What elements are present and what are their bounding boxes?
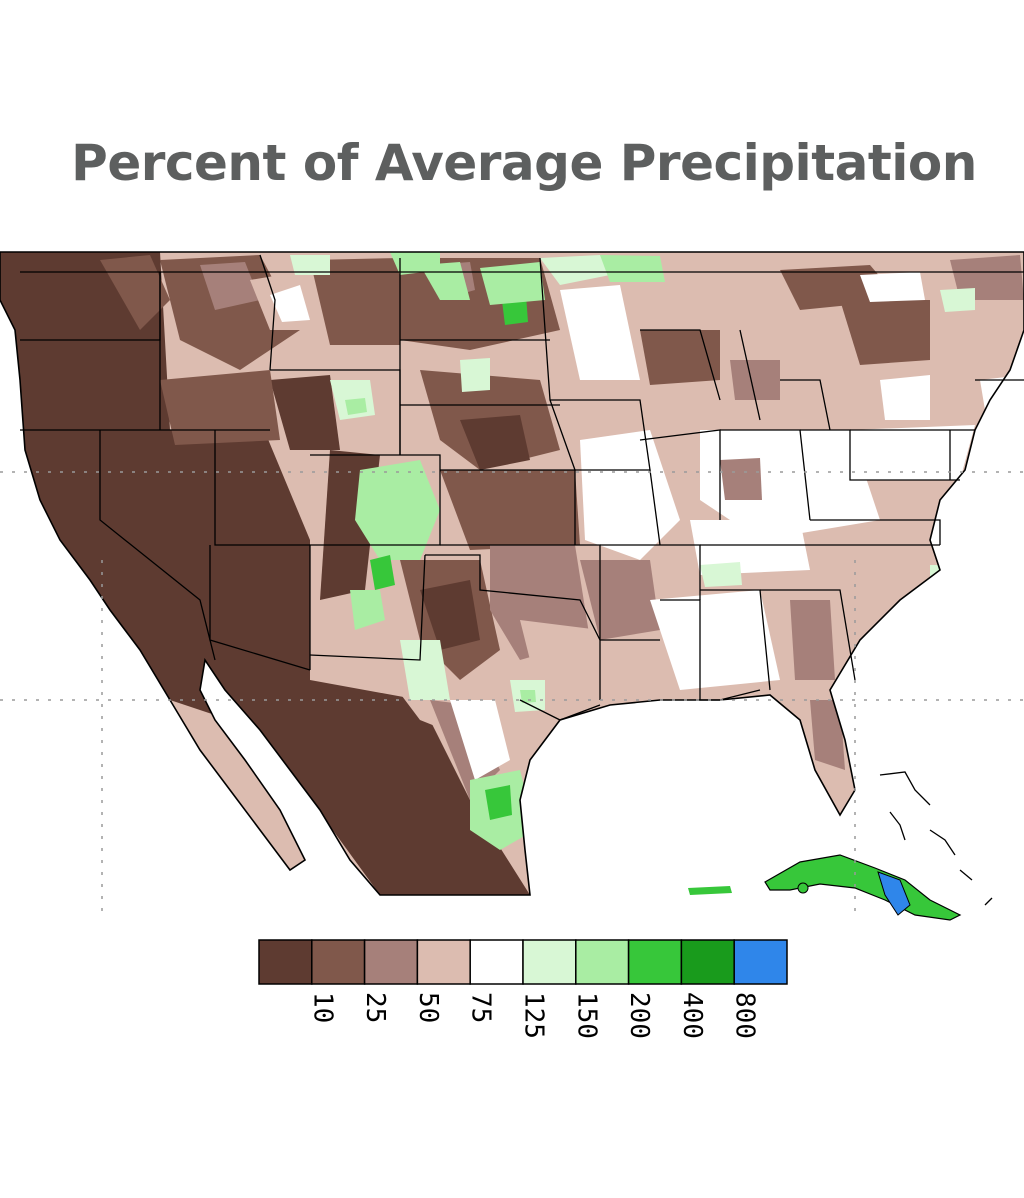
precip-area <box>520 690 536 703</box>
legend-label: 800 <box>730 992 760 1039</box>
precip-area <box>860 272 925 302</box>
legend-label: 50 <box>413 992 443 1023</box>
precip-area <box>540 255 610 285</box>
precip-area <box>100 255 170 330</box>
border-line <box>640 329 721 401</box>
border-line <box>209 545 311 671</box>
legend-label: 150 <box>571 992 601 1039</box>
legend-swatch <box>311 939 366 985</box>
state-borders <box>20 254 1024 721</box>
precipitation-map <box>0 251 1024 921</box>
precip-area <box>560 285 640 380</box>
precip-area <box>290 255 330 275</box>
precip-area <box>640 330 720 385</box>
legend-label: 10 <box>307 992 337 1023</box>
precip-area <box>420 580 480 650</box>
border-line <box>739 329 761 421</box>
precip-area <box>160 370 280 445</box>
border-line <box>575 469 661 546</box>
map-title: Percent of Average Precipitation <box>71 134 977 192</box>
dotted-gridlines <box>0 471 1024 920</box>
precip-area <box>850 425 975 480</box>
legend-swatch <box>416 939 471 985</box>
precip-area <box>840 300 930 365</box>
precip-area <box>480 262 545 305</box>
precip-area <box>460 415 530 470</box>
precip-area <box>580 430 680 560</box>
border-line <box>214 430 310 546</box>
border-line <box>800 429 960 481</box>
land-shading <box>0 252 1024 895</box>
border-line <box>550 399 651 471</box>
precip-area <box>485 785 512 820</box>
precip-area <box>345 398 367 415</box>
precip-area <box>700 562 742 587</box>
legend-label: 75 <box>466 992 496 1023</box>
precip-area <box>940 288 975 312</box>
precip-area <box>460 358 490 392</box>
legend-swatch <box>363 939 419 985</box>
legend-label: 25 <box>360 992 390 1023</box>
legend-swatch <box>469 939 524 985</box>
border-line <box>99 430 216 661</box>
precip-area <box>270 375 340 450</box>
legend-swatch <box>733 939 788 985</box>
legend-swatch <box>575 939 630 985</box>
bahamas-islands <box>879 771 993 906</box>
precip-area <box>200 262 260 310</box>
precip-area <box>310 258 400 345</box>
precip-area <box>810 700 845 770</box>
border-line <box>259 254 276 371</box>
border-line <box>760 589 856 681</box>
precip-area <box>600 255 665 282</box>
legend-swatch <box>258 939 313 985</box>
border-line <box>519 699 601 721</box>
border-line <box>425 554 660 641</box>
caribbean-islands <box>688 854 962 921</box>
legend-swatch <box>680 939 735 985</box>
precip-area <box>355 460 440 560</box>
border-line <box>780 379 831 431</box>
precip-area <box>0 252 530 895</box>
border-line <box>660 599 701 700</box>
precip-area <box>650 590 780 690</box>
legend: 10 25 50 75 125 150 200 400 800 <box>258 939 788 1039</box>
precip-area <box>880 375 930 420</box>
precip-area <box>440 470 580 550</box>
precip-area <box>370 555 395 590</box>
border-line <box>309 554 426 661</box>
precip-area <box>690 520 810 575</box>
legend-swatch <box>627 939 683 985</box>
precip-area <box>700 430 880 540</box>
legend-swatch <box>522 939 577 985</box>
legend-label: 200 <box>624 992 654 1039</box>
precip-area <box>790 600 835 680</box>
legend-label: 125 <box>519 992 549 1039</box>
legend-label: 400 <box>677 992 707 1039</box>
precip-area <box>270 285 310 322</box>
precip-area <box>730 360 780 400</box>
border-line <box>810 519 941 545</box>
precip-area <box>450 700 510 780</box>
precip-area <box>350 590 385 630</box>
precip-area <box>400 640 450 700</box>
precip-area <box>720 458 762 500</box>
